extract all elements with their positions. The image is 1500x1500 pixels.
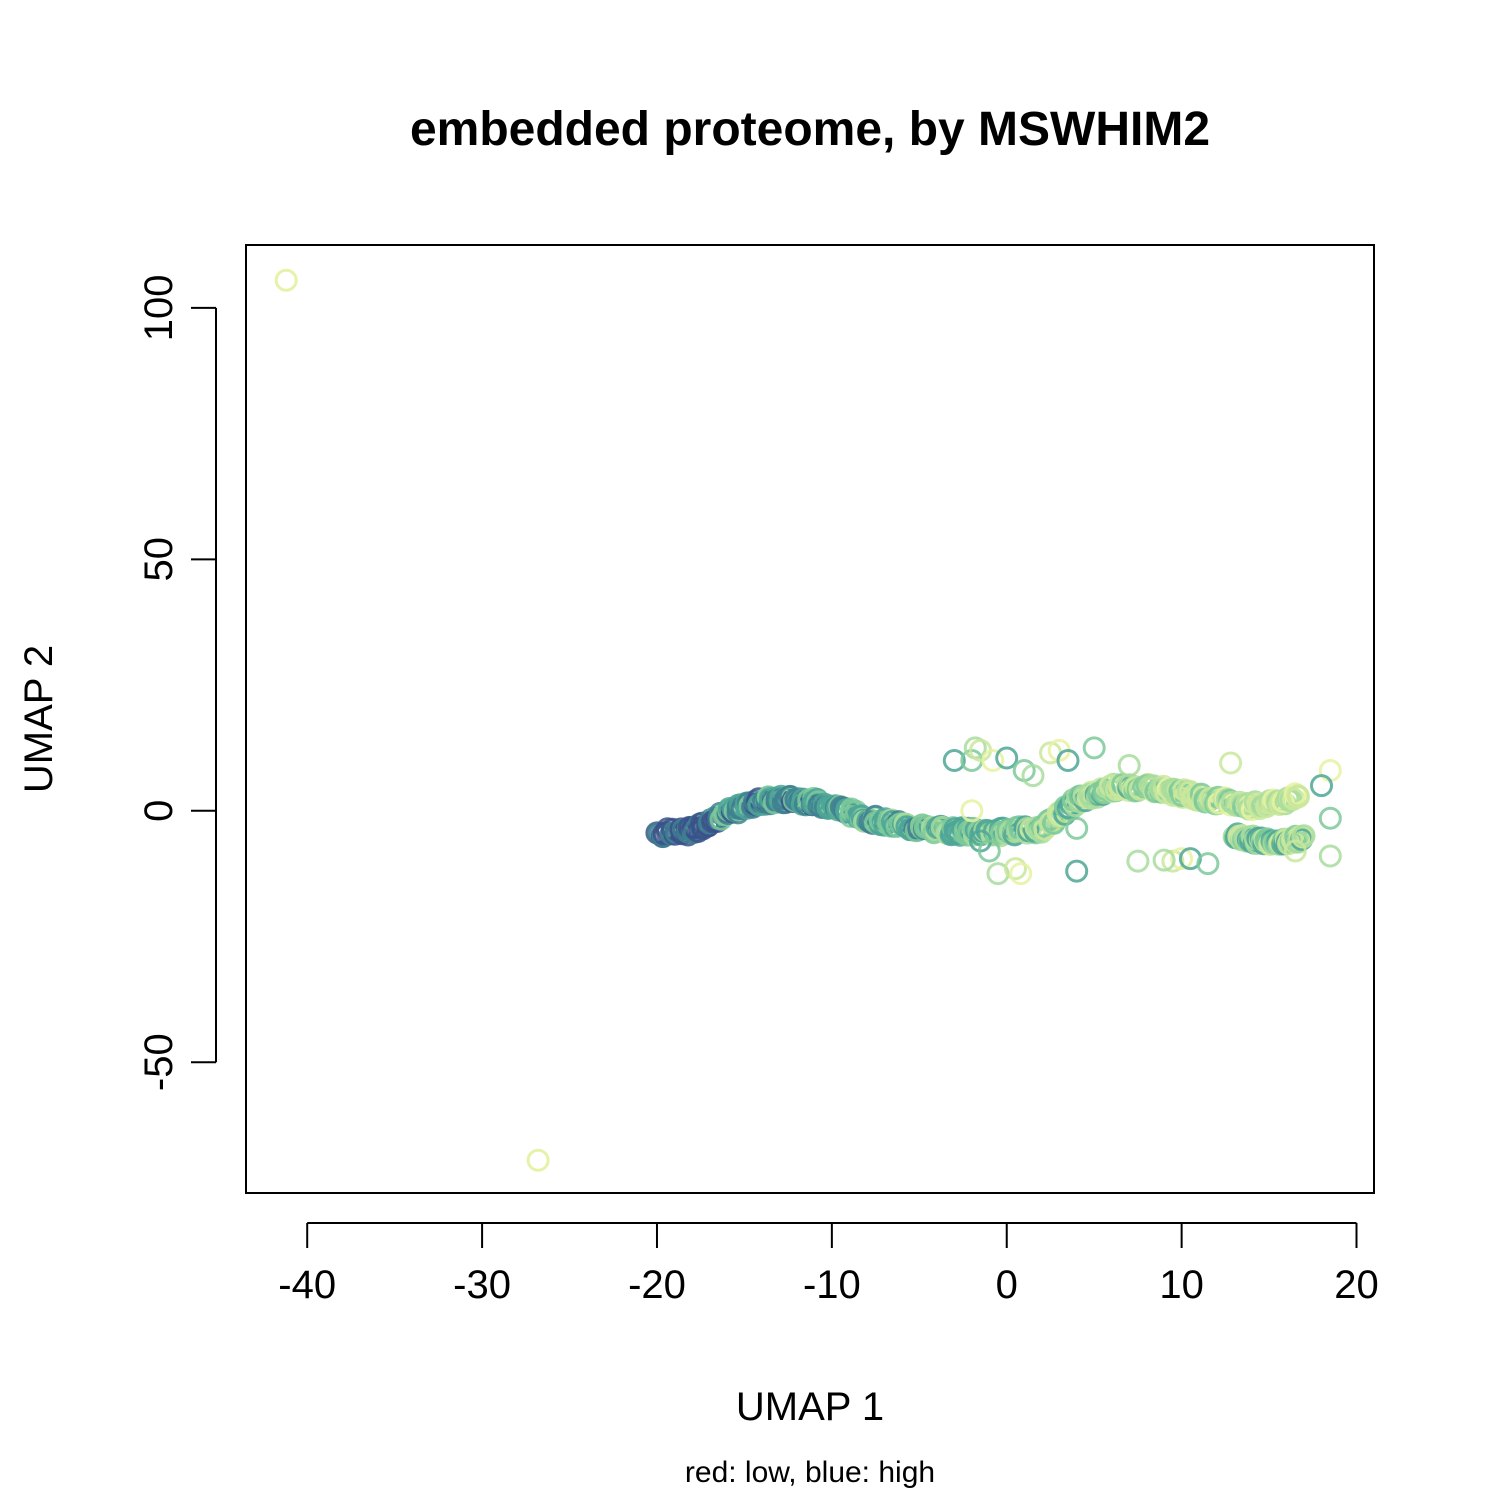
data-point bbox=[1065, 859, 1089, 883]
chart-title: embedded proteome, by MSWHIM2 bbox=[410, 103, 1210, 156]
data-point bbox=[1009, 862, 1033, 886]
data-point bbox=[1318, 759, 1342, 782]
data-point bbox=[1152, 848, 1176, 872]
data-point bbox=[1170, 847, 1194, 871]
data-point bbox=[995, 746, 1019, 770]
data-point bbox=[1219, 751, 1243, 775]
x-tick-label: -30 bbox=[453, 1263, 511, 1307]
data-point bbox=[1082, 736, 1106, 760]
data-point bbox=[1283, 839, 1307, 863]
x-axis-label: UMAP 1 bbox=[736, 1385, 884, 1429]
y-tick-label: 100 bbox=[137, 275, 181, 342]
y-axis: -50 0 50 100 bbox=[137, 275, 217, 1091]
data-point bbox=[1310, 774, 1333, 798]
data-point bbox=[1056, 749, 1080, 772]
outlier-point bbox=[274, 268, 298, 292]
data-point bbox=[1065, 816, 1089, 840]
x-tick-label: 10 bbox=[1159, 1263, 1204, 1307]
y-axis-label: UMAP 2 bbox=[17, 645, 61, 793]
data-point bbox=[960, 799, 984, 823]
data-point bbox=[1318, 844, 1342, 868]
outlier-point bbox=[526, 1148, 550, 1172]
data-point bbox=[1318, 806, 1342, 830]
y-tick-label: 50 bbox=[137, 537, 181, 582]
x-tick-label: -20 bbox=[628, 1263, 686, 1307]
data-point bbox=[1021, 764, 1045, 788]
data-point bbox=[942, 749, 966, 772]
plot-frame bbox=[245, 244, 1375, 1194]
data-point bbox=[981, 749, 1005, 772]
data-point bbox=[977, 839, 1001, 863]
x-tick-label: -10 bbox=[803, 1263, 861, 1307]
chart-subtitle: red: low, blue: high bbox=[685, 1456, 935, 1489]
data-point bbox=[1283, 782, 1307, 806]
points-layer bbox=[274, 268, 1342, 1172]
x-tick-label: 20 bbox=[1334, 1263, 1379, 1307]
data-point bbox=[1004, 857, 1027, 881]
data-point bbox=[1117, 754, 1141, 777]
data-point bbox=[1196, 852, 1220, 876]
y-tick-label: 0 bbox=[137, 800, 181, 822]
data-point bbox=[1287, 785, 1310, 809]
x-tick-label: 0 bbox=[996, 1263, 1018, 1307]
x-tick-label: -40 bbox=[278, 1263, 336, 1307]
x-axis: -40 -30 -20 -10 0 10 20 bbox=[278, 1222, 1379, 1307]
y-tick-label: -50 bbox=[137, 1033, 181, 1091]
data-point bbox=[1126, 849, 1150, 873]
